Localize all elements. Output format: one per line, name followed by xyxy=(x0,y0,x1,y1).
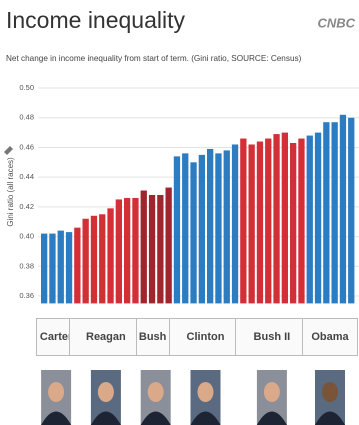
bar xyxy=(140,190,147,304)
bar xyxy=(115,199,122,304)
bar xyxy=(57,230,64,304)
portrait-face xyxy=(263,382,280,402)
logo: CNBC xyxy=(317,15,355,30)
y-tick-label: 0.40 xyxy=(19,232,34,241)
y-tick-label: 0.44 xyxy=(19,172,34,181)
bar xyxy=(198,154,205,304)
bar xyxy=(331,122,338,304)
bar xyxy=(74,227,81,304)
bar xyxy=(231,144,239,304)
bar xyxy=(248,144,255,304)
bar xyxy=(99,214,106,304)
pin-icon xyxy=(4,146,13,155)
president-label: Clinton xyxy=(168,318,243,356)
bar xyxy=(215,153,222,304)
y-tick-label: 0.36 xyxy=(19,291,34,300)
bar xyxy=(124,197,131,304)
bar xyxy=(273,134,280,304)
bar xyxy=(207,148,214,304)
portrait-suit xyxy=(256,411,287,425)
y-tick-label: 0.46 xyxy=(19,142,34,151)
bar xyxy=(306,135,313,304)
portrait-face xyxy=(48,382,65,402)
president-label: Bush II xyxy=(235,318,309,356)
y-tick-label: 0.38 xyxy=(19,261,34,270)
portrait-face xyxy=(197,382,214,402)
bar xyxy=(49,233,56,304)
bar xyxy=(256,141,264,304)
subtitle: Net change in income inequality from sta… xyxy=(6,54,302,63)
portrait-suit xyxy=(90,411,121,425)
bar xyxy=(265,138,272,304)
y-tick-label: 0.42 xyxy=(19,202,34,211)
president-label: Reagan xyxy=(69,318,143,356)
bar xyxy=(41,233,48,304)
bar xyxy=(298,138,305,304)
portrait-suit xyxy=(315,411,345,425)
portrait-suit xyxy=(190,411,221,425)
bar xyxy=(82,218,89,304)
bar xyxy=(223,150,230,304)
president-label: Obama xyxy=(301,318,359,356)
bar xyxy=(323,122,330,304)
bar xyxy=(339,114,347,304)
bar xyxy=(157,194,164,304)
portrait-suit xyxy=(41,411,72,425)
y-tick-label: 0.48 xyxy=(19,113,34,122)
y-tick-label: 0.50 xyxy=(19,83,34,92)
bar xyxy=(281,132,288,304)
portrait-face xyxy=(97,382,114,402)
bar xyxy=(132,197,139,304)
bar xyxy=(90,215,98,304)
bar xyxy=(182,153,189,304)
bar xyxy=(348,117,355,304)
y-axis-label: Gini ratio (all races) xyxy=(6,157,15,227)
chart-title: Income inequality xyxy=(6,7,185,33)
bar xyxy=(173,156,181,304)
portrait-suit xyxy=(140,411,171,425)
bar xyxy=(148,194,156,304)
bar xyxy=(290,142,297,304)
bar xyxy=(107,208,114,304)
bar xyxy=(65,232,73,304)
bar xyxy=(314,132,322,304)
bar xyxy=(165,187,172,304)
portrait-face xyxy=(322,382,338,402)
bar xyxy=(240,138,247,304)
bar xyxy=(190,162,197,304)
portrait-face xyxy=(147,382,164,402)
